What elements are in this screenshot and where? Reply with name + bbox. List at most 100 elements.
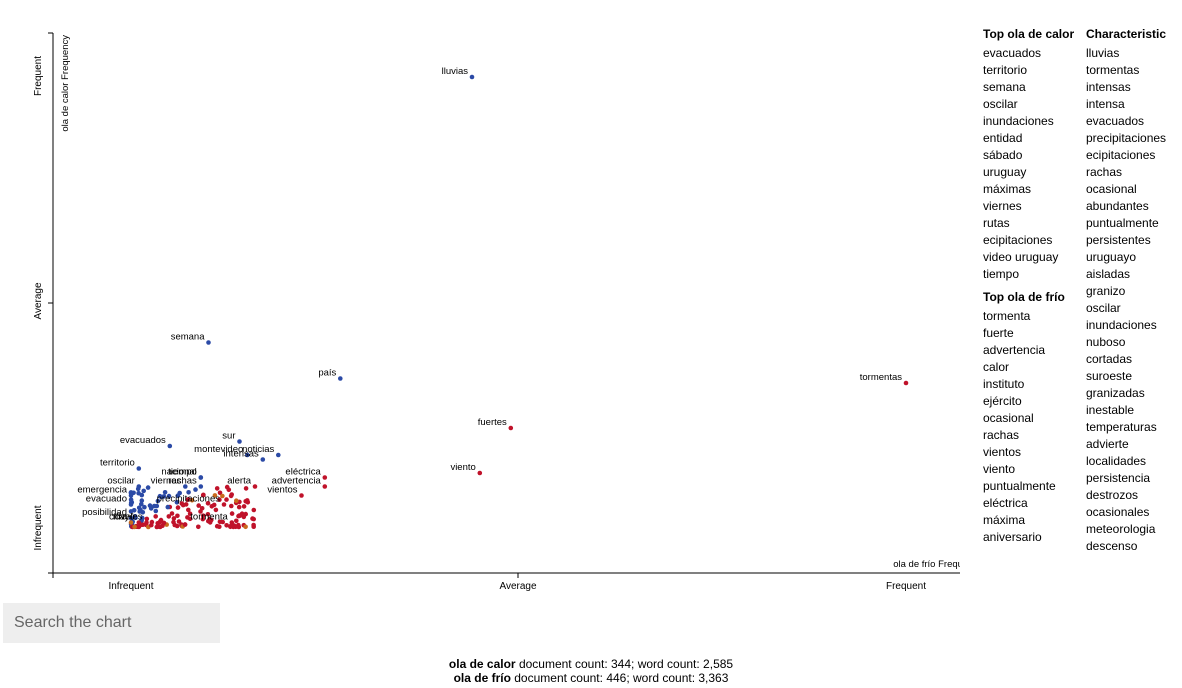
data-point[interactable] [228, 524, 233, 529]
data-point[interactable] [251, 507, 257, 513]
top-calor-item[interactable]: rutas [983, 216, 1010, 230]
data-point[interactable] [214, 486, 220, 491]
data-point[interactable] [139, 501, 144, 507]
top-calor-item[interactable]: tiempo [983, 267, 1020, 281]
data-point[interactable] [165, 504, 171, 510]
characteristic-item[interactable]: inestable [1086, 403, 1135, 417]
data-point[interactable] [198, 475, 204, 480]
characteristic-item[interactable]: aisladas [1086, 267, 1131, 281]
data-point[interactable] [182, 522, 188, 527]
top-frio-item[interactable]: aniversario [983, 530, 1042, 544]
top-calor-item[interactable]: sábado [983, 148, 1023, 162]
data-point[interactable] [251, 522, 256, 528]
data-point[interactable] [205, 512, 211, 517]
data-point[interactable] [234, 518, 239, 524]
data-point[interactable] [157, 493, 163, 499]
data-point[interactable] [243, 486, 249, 491]
data-point[interactable] [221, 502, 227, 507]
characteristic-item[interactable]: nuboso [1086, 335, 1126, 349]
data-point[interactable] [185, 497, 190, 503]
data-point[interactable] [140, 522, 146, 527]
characteristic-item[interactable]: destrozos [1086, 488, 1139, 502]
data-point[interactable] [136, 520, 142, 525]
data-point[interactable] [196, 524, 201, 530]
top-calor-item[interactable]: semana [983, 80, 1026, 94]
data-point[interactable] [153, 514, 158, 519]
characteristic-item[interactable]: persistentes [1086, 233, 1151, 247]
data-point[interactable] [186, 507, 191, 513]
data-point[interactable] [198, 484, 204, 489]
data-point[interactable] [206, 340, 211, 345]
data-point[interactable] [175, 493, 181, 499]
characteristic-item[interactable]: abundantes [1086, 199, 1149, 213]
data-point[interactable] [174, 500, 180, 505]
characteristic-item[interactable]: oscilar [1086, 301, 1121, 315]
data-point[interactable] [322, 475, 328, 480]
characteristic-item[interactable]: intensas [1086, 80, 1131, 94]
data-point[interactable] [252, 484, 258, 489]
data-point[interactable] [128, 493, 134, 498]
top-calor-item[interactable]: oscilar [983, 97, 1018, 111]
characteristic-item[interactable]: cortadas [1086, 352, 1133, 366]
top-calor-item[interactable]: evacuados [983, 46, 1042, 60]
data-point[interactable] [236, 513, 241, 519]
top-frio-item[interactable]: máxima [983, 513, 1026, 527]
data-point[interactable] [233, 524, 238, 530]
top-calor-item[interactable]: video uruguay [983, 250, 1059, 264]
data-point[interactable] [167, 443, 173, 449]
top-calor-item[interactable]: uruguay [983, 165, 1027, 179]
data-point[interactable] [137, 509, 142, 514]
data-point[interactable] [260, 457, 266, 462]
data-point[interactable] [142, 504, 147, 510]
data-point[interactable] [196, 503, 201, 508]
top-calor-item[interactable]: ecipitaciones [983, 233, 1053, 247]
data-point[interactable] [136, 505, 142, 511]
top-frio-item[interactable]: calor [983, 360, 1010, 374]
data-point[interactable] [229, 503, 234, 509]
characteristic-item[interactable]: ocasionales [1086, 505, 1150, 519]
data-point[interactable] [228, 493, 234, 499]
data-point[interactable] [250, 516, 255, 521]
data-point[interactable] [144, 520, 149, 525]
data-point[interactable] [187, 516, 193, 522]
characteristic-item[interactable]: lluvias [1086, 46, 1120, 60]
data-point[interactable] [903, 380, 909, 386]
characteristic-item[interactable]: precipitaciones [1086, 131, 1167, 145]
top-calor-item[interactable]: máximas [983, 182, 1032, 196]
data-point[interactable] [139, 515, 145, 521]
data-point[interactable] [141, 488, 146, 494]
data-point[interactable] [132, 524, 137, 530]
top-frio-item[interactable]: ocasional [983, 411, 1034, 425]
data-point[interactable] [153, 508, 159, 514]
data-point[interactable] [276, 452, 281, 458]
data-point[interactable] [299, 493, 304, 498]
data-point[interactable] [166, 493, 172, 499]
characteristic-item[interactable]: localidades [1086, 454, 1147, 468]
data-point[interactable] [213, 507, 219, 513]
data-point[interactable] [205, 501, 211, 506]
data-point[interactable] [136, 484, 142, 489]
data-point[interactable] [338, 376, 343, 381]
data-point[interactable] [226, 487, 232, 493]
data-point[interactable] [149, 522, 154, 528]
data-point[interactable] [157, 524, 163, 530]
characteristic-item[interactable]: tormentas [1086, 63, 1140, 77]
data-point[interactable] [207, 520, 213, 525]
characteristic-item[interactable]: inundaciones [1086, 318, 1157, 332]
characteristic-item[interactable]: temperaturas [1086, 420, 1157, 434]
characteristic-item[interactable]: persistencia [1086, 471, 1151, 485]
top-calor-item[interactable]: entidad [983, 131, 1023, 145]
data-point[interactable] [243, 524, 248, 530]
data-point[interactable] [183, 484, 188, 489]
top-calor-item[interactable]: viernes [983, 199, 1022, 213]
top-frio-item[interactable]: instituto [983, 377, 1025, 391]
characteristic-item[interactable]: granizo [1086, 284, 1126, 298]
data-point[interactable] [174, 523, 180, 529]
data-point[interactable] [211, 502, 217, 508]
data-point[interactable] [136, 466, 142, 471]
characteristic-item[interactable]: ocasional [1086, 182, 1137, 196]
characteristic-item[interactable]: puntualmente [1086, 216, 1159, 230]
data-point[interactable] [237, 439, 242, 444]
data-point[interactable] [224, 497, 229, 502]
top-frio-item[interactable]: fuerte [983, 326, 1014, 340]
